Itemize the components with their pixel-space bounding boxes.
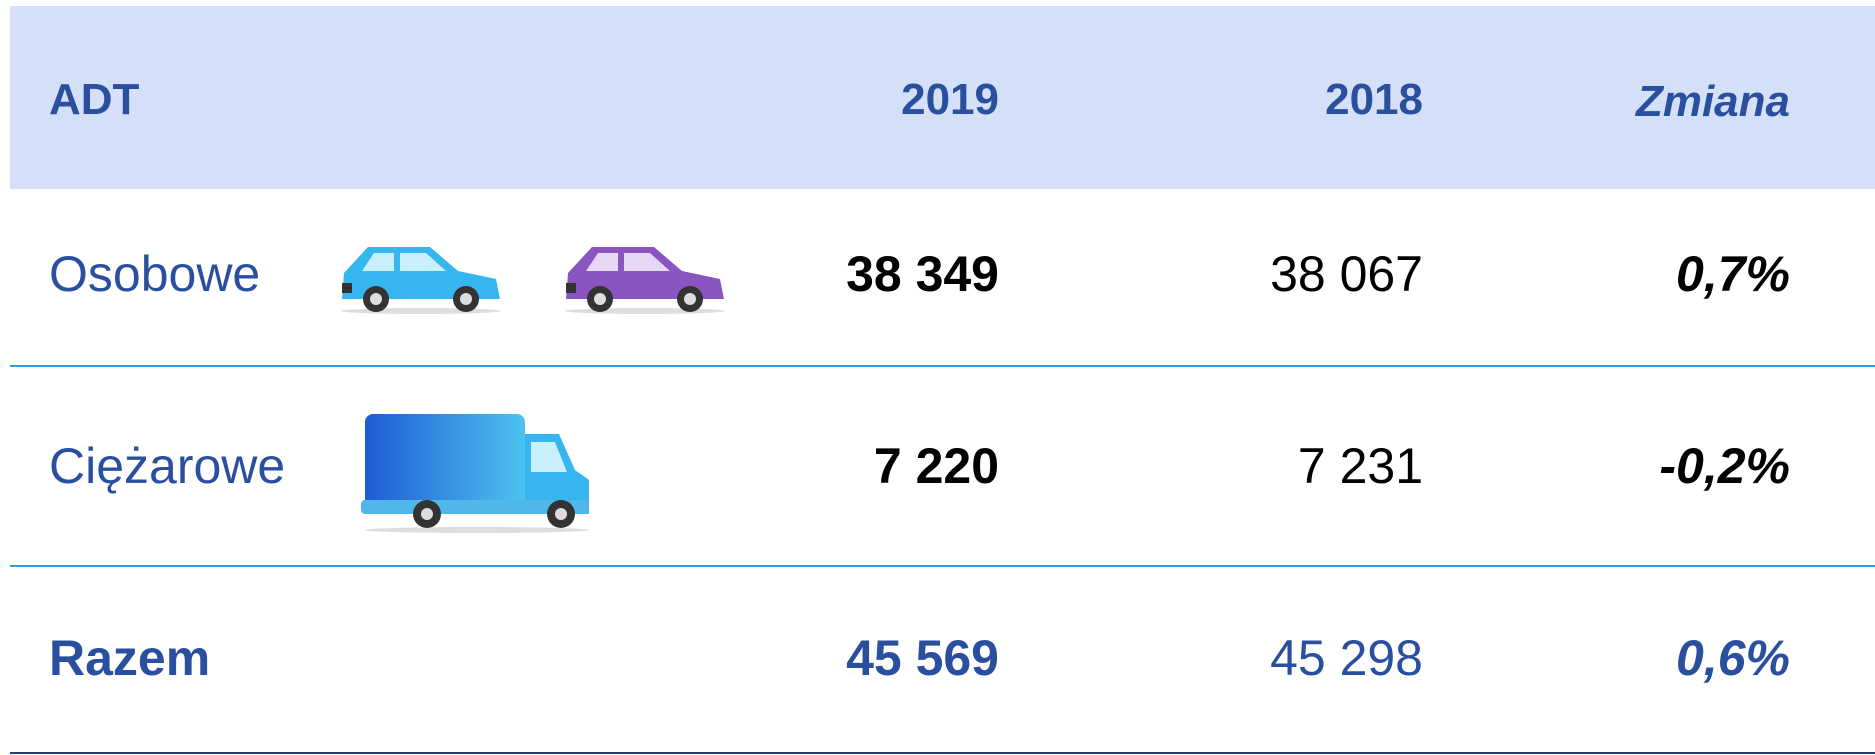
header-cell: 2019: [901, 78, 999, 122]
cell: 0,7%: [1676, 249, 1790, 299]
row-divider: [10, 365, 1875, 367]
cell: 7 231: [1298, 441, 1423, 491]
bottom-rule: [10, 752, 1875, 754]
header-cell: ADT: [49, 78, 139, 122]
cell: 38 349: [846, 249, 999, 299]
row-divider: [10, 565, 1875, 567]
cell: 45 569: [846, 633, 999, 683]
header-cell: Zmiana: [1636, 80, 1790, 124]
cell: 7 220: [874, 441, 999, 491]
car-icon: [338, 243, 504, 315]
cell: 38 067: [1270, 249, 1423, 299]
cell: 45 298: [1270, 633, 1423, 683]
truck-icon: [359, 410, 595, 534]
row-label: Ciężarowe: [49, 441, 285, 491]
cell: -0,2%: [1659, 441, 1790, 491]
cell: 0,6%: [1676, 633, 1790, 683]
table: ADT 2019 2018 Zmiana Osobowe 38 349 38 0…: [0, 0, 1875, 755]
car-icon: [562, 243, 728, 315]
header-cell: 2018: [1325, 78, 1423, 122]
row-label: Osobowe: [49, 249, 260, 299]
row-label: Razem: [49, 633, 210, 683]
